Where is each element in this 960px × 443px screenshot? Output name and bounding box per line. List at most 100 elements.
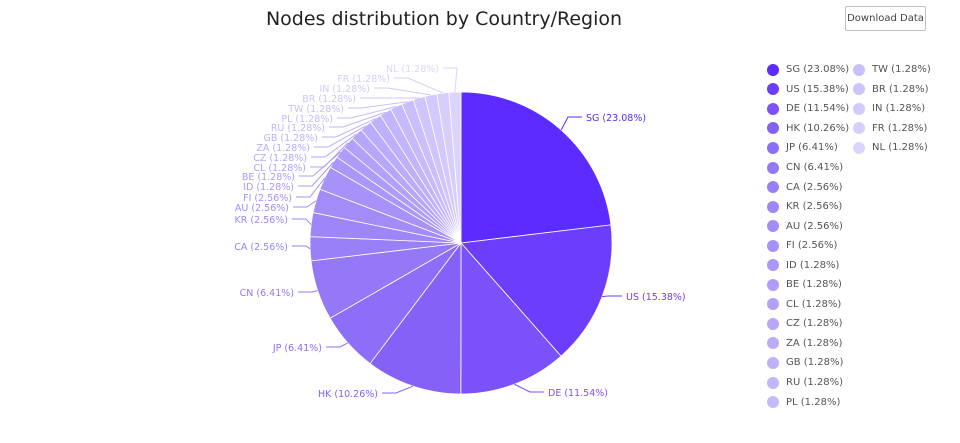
- leader-line-id: [298, 161, 334, 187]
- legend-label: NL (1.28%): [872, 142, 928, 154]
- leader-line-de: [514, 383, 544, 393]
- leader-line-ru: [329, 111, 386, 128]
- leader-line-gb: [322, 118, 376, 138]
- legend-swatch: [767, 83, 779, 96]
- legend-label: RU (1.28%): [786, 377, 844, 389]
- legend-item-za[interactable]: ZA (1.28%): [767, 334, 849, 354]
- leader-line-nl: [443, 67, 458, 93]
- legend-item-ru[interactable]: RU (1.28%): [767, 373, 849, 393]
- legend-swatch: [767, 356, 779, 369]
- leader-line-cn: [298, 290, 318, 293]
- legend-label: GB (1.28%): [786, 357, 844, 369]
- legend-item-au[interactable]: AU (2.56%): [767, 216, 849, 236]
- pie-slice-de[interactable]: [460, 241, 562, 395]
- legend-item-gb[interactable]: GB (1.28%): [767, 353, 849, 373]
- legend-label: ID (1.28%): [786, 259, 840, 271]
- legend-swatch: [767, 278, 779, 291]
- legend-label: CA (2.56%): [786, 181, 843, 193]
- leader-line-in: [374, 87, 431, 96]
- leader-line-za: [314, 125, 366, 148]
- legend-item-jp[interactable]: JP (6.41%): [767, 138, 849, 158]
- legend-swatch: [767, 141, 779, 154]
- slice-label-pl: PL (1.28%): [281, 114, 333, 125]
- slice-label-sg: SG (23.08%): [586, 113, 646, 124]
- legend-swatch: [853, 122, 865, 135]
- legend-item-hk[interactable]: HK (10.26%): [767, 119, 849, 139]
- leader-line-us: [602, 295, 622, 298]
- legend-column-2: TW (1.28%) BR (1.28%) IN (1.28%) FR (1.28%)…: [853, 60, 931, 158]
- slice-label-in: IN (1.28%): [319, 84, 370, 95]
- slice-label-cn: CN (6.41%): [240, 288, 294, 299]
- slice-label-ru: RU (1.28%): [271, 123, 325, 134]
- leader-line-fr: [394, 77, 444, 94]
- leader-line-ca: [292, 245, 311, 250]
- leader-line-au: [293, 200, 317, 208]
- legend-label: BE (1.28%): [786, 279, 842, 291]
- legend-swatch: [767, 239, 779, 252]
- legend-item-kr[interactable]: KR (2.56%): [767, 197, 849, 217]
- pie-slice-nl[interactable]: [448, 91, 462, 244]
- legend-label: CN (6.41%): [786, 162, 844, 173]
- slice-label-fi: FI (2.56%): [243, 193, 292, 204]
- download-data-button[interactable]: Download Data: [845, 6, 926, 31]
- legend-item-fr[interactable]: FR (1.28%): [853, 119, 931, 139]
- legend-label: FR (1.28%): [872, 122, 928, 134]
- legend-item-pl[interactable]: PL (1.28%): [767, 392, 849, 412]
- legend-item-nl[interactable]: NL (1.28%): [853, 138, 931, 158]
- legend-item-us[interactable]: US (15.38%): [767, 80, 849, 100]
- legend-label: PL (1.28%): [786, 396, 841, 408]
- legend-item-br[interactable]: BR (1.28%): [853, 80, 931, 100]
- legend-label: CZ (1.28%): [786, 318, 843, 330]
- legend-label: TW (1.28%): [872, 64, 931, 76]
- legend-item-tw[interactable]: TW (1.28%): [853, 60, 931, 80]
- legend-swatch: [767, 376, 779, 389]
- leader-line-fi: [296, 177, 326, 198]
- leader-line-sg: [560, 116, 582, 131]
- pie-slice-us[interactable]: [460, 224, 613, 357]
- chart-title: Nodes distribution by Country/Region: [265, 8, 623, 30]
- legend-swatch: [767, 181, 779, 194]
- legend-item-in[interactable]: IN (1.28%): [853, 99, 931, 119]
- pie-slice-sg[interactable]: [460, 91, 612, 244]
- legend-column-1: SG (23.08%) US (15.38%) DE (11.54%) HK (10.…: [767, 60, 849, 412]
- slice-label-cz: CZ (1.28%): [253, 153, 307, 164]
- legend-swatch: [767, 337, 779, 350]
- legend-item-fi[interactable]: FI (2.56%): [767, 236, 849, 256]
- legend-item-id[interactable]: ID (1.28%): [767, 255, 849, 275]
- legend-item-cl[interactable]: CL (1.28%): [767, 295, 849, 315]
- legend-label: CL (1.28%): [786, 298, 842, 310]
- legend-item-cn[interactable]: CN (6.41%): [767, 158, 849, 178]
- leader-line-pl: [337, 106, 397, 119]
- legend-label: SG (23.08%): [786, 64, 850, 76]
- legend-swatch: [767, 220, 779, 233]
- legend-item-ca[interactable]: CA (2.56%): [767, 177, 849, 197]
- slice-label-au: AU (2.56%): [235, 203, 289, 214]
- legend-swatch: [767, 396, 779, 409]
- slice-label-hk: HK (10.26%): [318, 389, 378, 400]
- legend-swatch: [853, 102, 865, 115]
- legend-item-be[interactable]: BE (1.28%): [767, 275, 849, 295]
- leader-line-kr: [292, 218, 312, 225]
- slice-label-kr: KR (2.56%): [235, 215, 288, 226]
- legend-label: IN (1.28%): [872, 103, 926, 115]
- label-leader-lines: [292, 67, 622, 394]
- legend-label: DE (11.54%): [786, 103, 850, 115]
- slice-label-cl: CL (1.28%): [253, 163, 306, 174]
- legend-label: JP (6.41%): [786, 142, 838, 154]
- slice-label-nl: NL (1.28%): [386, 64, 439, 75]
- slice-label-fr: FR (1.28%): [337, 74, 390, 85]
- leader-line-jp: [326, 342, 349, 348]
- legend-swatch: [767, 102, 779, 115]
- legend-label: AU (2.56%): [786, 220, 843, 232]
- legend-swatch: [767, 200, 779, 213]
- legend-swatch: [767, 259, 779, 272]
- legend-swatch: [767, 63, 779, 76]
- legend-label: BR (1.28%): [872, 83, 929, 95]
- legend-item-cz[interactable]: CZ (1.28%): [767, 314, 849, 334]
- slice-label-jp: JP (6.41%): [272, 343, 322, 354]
- legend-item-de[interactable]: DE (11.54%): [767, 99, 849, 119]
- slice-label-tw: TW (1.28%): [287, 104, 344, 115]
- legend-label: FI (2.56%): [786, 240, 838, 252]
- legend-item-sg[interactable]: SG (23.08%): [767, 60, 849, 80]
